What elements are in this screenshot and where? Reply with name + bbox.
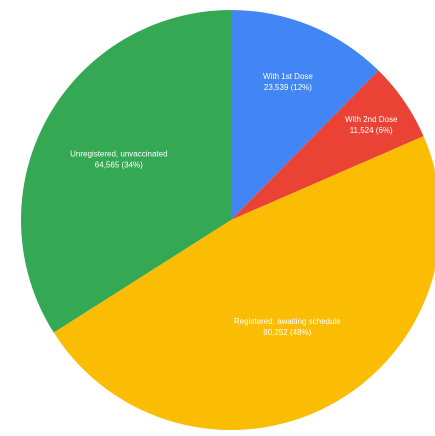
slice-value-3: 64,565 (34%): [95, 160, 143, 169]
pie-slice-0: [231, 10, 379, 220]
pie-slice-1: [231, 70, 424, 220]
pie-slice-3: [21, 10, 231, 333]
pie-slice-2: [53, 136, 435, 430]
slice-label-2: Registered, awaiting schedule: [234, 317, 341, 326]
slice-value-2: 90,252 (48%): [263, 328, 311, 337]
slice-label-3: Unregistered, unvaccinated: [70, 149, 167, 158]
slice-label-1: With 2nd Dose: [345, 115, 398, 124]
slice-value-0: 23,539 (12%): [264, 83, 312, 92]
slice-label-0: With 1st Dose: [263, 72, 313, 81]
slice-value-1: 11,524 (6%): [350, 126, 393, 135]
